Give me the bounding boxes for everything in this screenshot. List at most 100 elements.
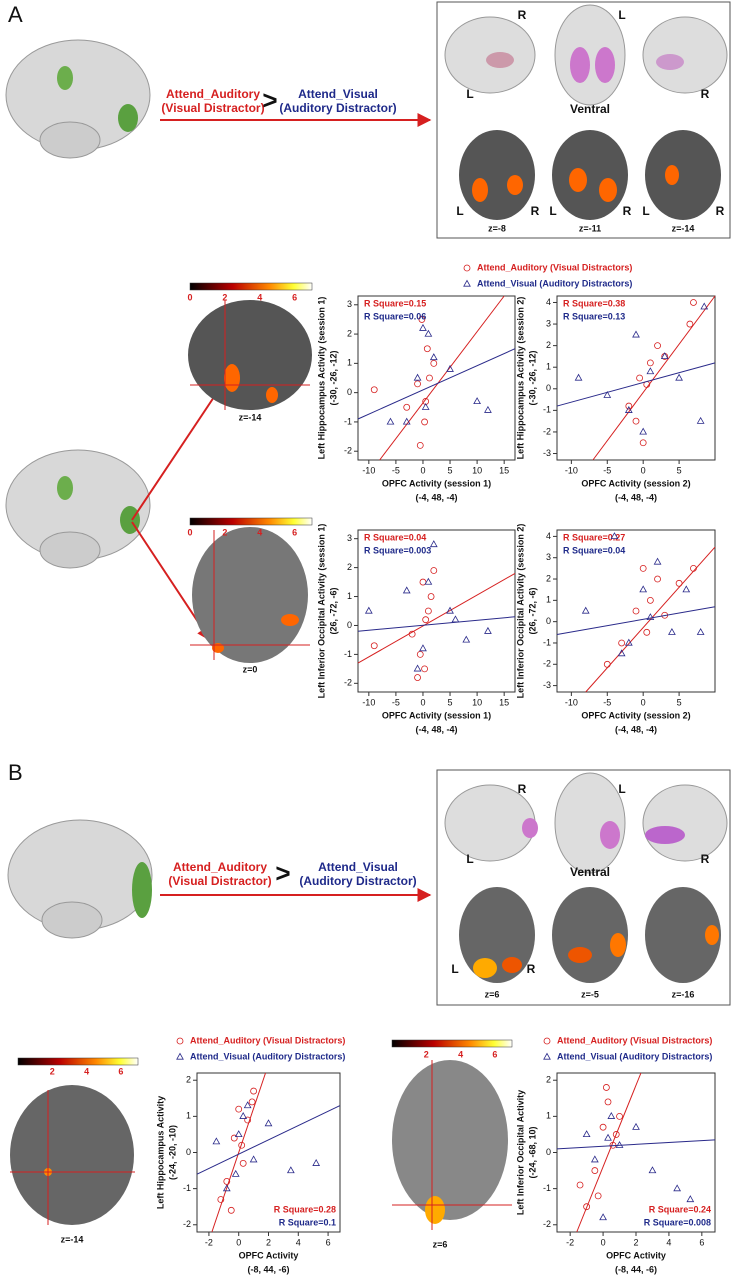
y-tick-label: 1 <box>347 358 352 368</box>
point <box>654 575 661 583</box>
panel-label: B <box>8 760 23 785</box>
fit-line <box>211 1072 266 1233</box>
view-label: L <box>466 852 473 866</box>
fit-line <box>592 295 716 461</box>
point <box>419 644 427 652</box>
point <box>217 1196 225 1203</box>
arrow <box>131 383 223 521</box>
r-square: R Square=0.24 <box>649 1204 711 1214</box>
point <box>624 638 633 646</box>
y-tick-label: -1 <box>344 416 352 426</box>
y-tick-label: 3 <box>347 533 352 543</box>
colorbar-tick-label: 4 <box>84 1066 89 1076</box>
point <box>646 613 655 620</box>
y-tick-label: -3 <box>543 680 551 690</box>
x-axis-label: (-4, 48, -4) <box>415 724 457 734</box>
legend-label: Attend_Visual (Auditory Distractors) <box>477 278 632 288</box>
point <box>574 373 583 381</box>
brain-sagittal <box>7 819 153 939</box>
contrast-left: Attend_Auditory <box>166 87 260 101</box>
brain-views <box>444 4 728 220</box>
point <box>264 1119 273 1127</box>
y-tick-label: 1 <box>546 595 551 605</box>
point <box>599 1123 607 1131</box>
x-tick-label: 5 <box>677 465 682 475</box>
axial-map <box>190 527 310 663</box>
y-axis-label: (26, -72, -6) <box>527 587 537 634</box>
slice-label: z=-8 <box>488 223 506 233</box>
point <box>421 402 430 410</box>
fit-line <box>196 1105 341 1175</box>
view-label: R <box>518 782 527 796</box>
point <box>248 1098 256 1106</box>
y-tick-label: 0 <box>347 620 352 630</box>
y-tick-label: -2 <box>543 426 551 436</box>
x-tick-label: -2 <box>566 1237 574 1247</box>
x-tick-label: 15 <box>499 465 509 475</box>
x-tick-label: 0 <box>420 697 425 707</box>
r-square: R Square=0.003 <box>364 545 431 555</box>
point <box>446 364 454 372</box>
point <box>426 374 433 382</box>
contrast-left-note: (Visual Distractor) <box>161 101 264 115</box>
point <box>639 585 648 593</box>
point <box>636 374 643 382</box>
brain-views <box>444 772 728 983</box>
view-label: L <box>466 87 473 101</box>
point <box>424 577 433 585</box>
y-tick-label: 4 <box>546 531 551 541</box>
point <box>250 1087 258 1095</box>
point <box>583 1203 591 1211</box>
x-tick-label: 2 <box>633 1237 638 1247</box>
legend-marker <box>463 279 471 287</box>
slice-label: z=6 <box>433 1239 448 1249</box>
x-tick-label: -10 <box>362 465 375 475</box>
slice-label: z=-11 <box>579 223 601 233</box>
y-tick-label: -2 <box>543 659 551 669</box>
point <box>418 316 426 323</box>
point <box>625 402 633 410</box>
y-tick-label: 2 <box>186 1075 191 1085</box>
legend-marker <box>543 1037 551 1045</box>
point <box>632 330 640 338</box>
point <box>402 417 411 425</box>
colorbar <box>391 1039 513 1048</box>
axial-map <box>188 300 312 410</box>
y-tick-label: -2 <box>543 1219 551 1229</box>
x-tick-label: 0 <box>236 1237 241 1247</box>
point <box>618 639 626 647</box>
x-tick-label: 0 <box>601 1237 606 1247</box>
x-axis-label: OPFC Activity (session 2) <box>581 710 690 720</box>
point <box>594 1192 602 1200</box>
point <box>616 1112 623 1120</box>
point <box>581 606 590 614</box>
plot-frame <box>357 295 516 461</box>
x-tick-label: 10 <box>472 697 482 707</box>
axial-map <box>10 1085 135 1225</box>
fit-line <box>357 572 516 664</box>
result-box <box>436 769 731 1006</box>
colorbar-tick-label: 2 <box>222 527 227 537</box>
point <box>690 299 697 306</box>
y-axis-label: (-30, -26, -12) <box>527 350 537 405</box>
point <box>413 664 422 672</box>
point <box>617 649 626 657</box>
r-square: R Square=0.1 <box>279 1217 336 1227</box>
y-tick-label: 0 <box>546 383 551 393</box>
point <box>231 1169 240 1177</box>
y-tick-label: 1 <box>546 1111 551 1121</box>
plot-frame <box>556 529 716 693</box>
x-axis-label: (-4, 48, -4) <box>415 492 457 502</box>
fit-line <box>576 1072 642 1233</box>
colorbar-tick-label: 2 <box>222 292 227 302</box>
point <box>239 1112 248 1119</box>
view-label: L <box>618 782 625 796</box>
side-label: L <box>456 204 463 218</box>
point <box>484 405 492 413</box>
point <box>612 1131 620 1138</box>
x-tick-label: 4 <box>296 1237 301 1247</box>
slice-label: z=6 <box>485 989 500 999</box>
colorbar <box>17 1057 139 1066</box>
point <box>653 557 662 565</box>
fit-line <box>556 1139 716 1150</box>
